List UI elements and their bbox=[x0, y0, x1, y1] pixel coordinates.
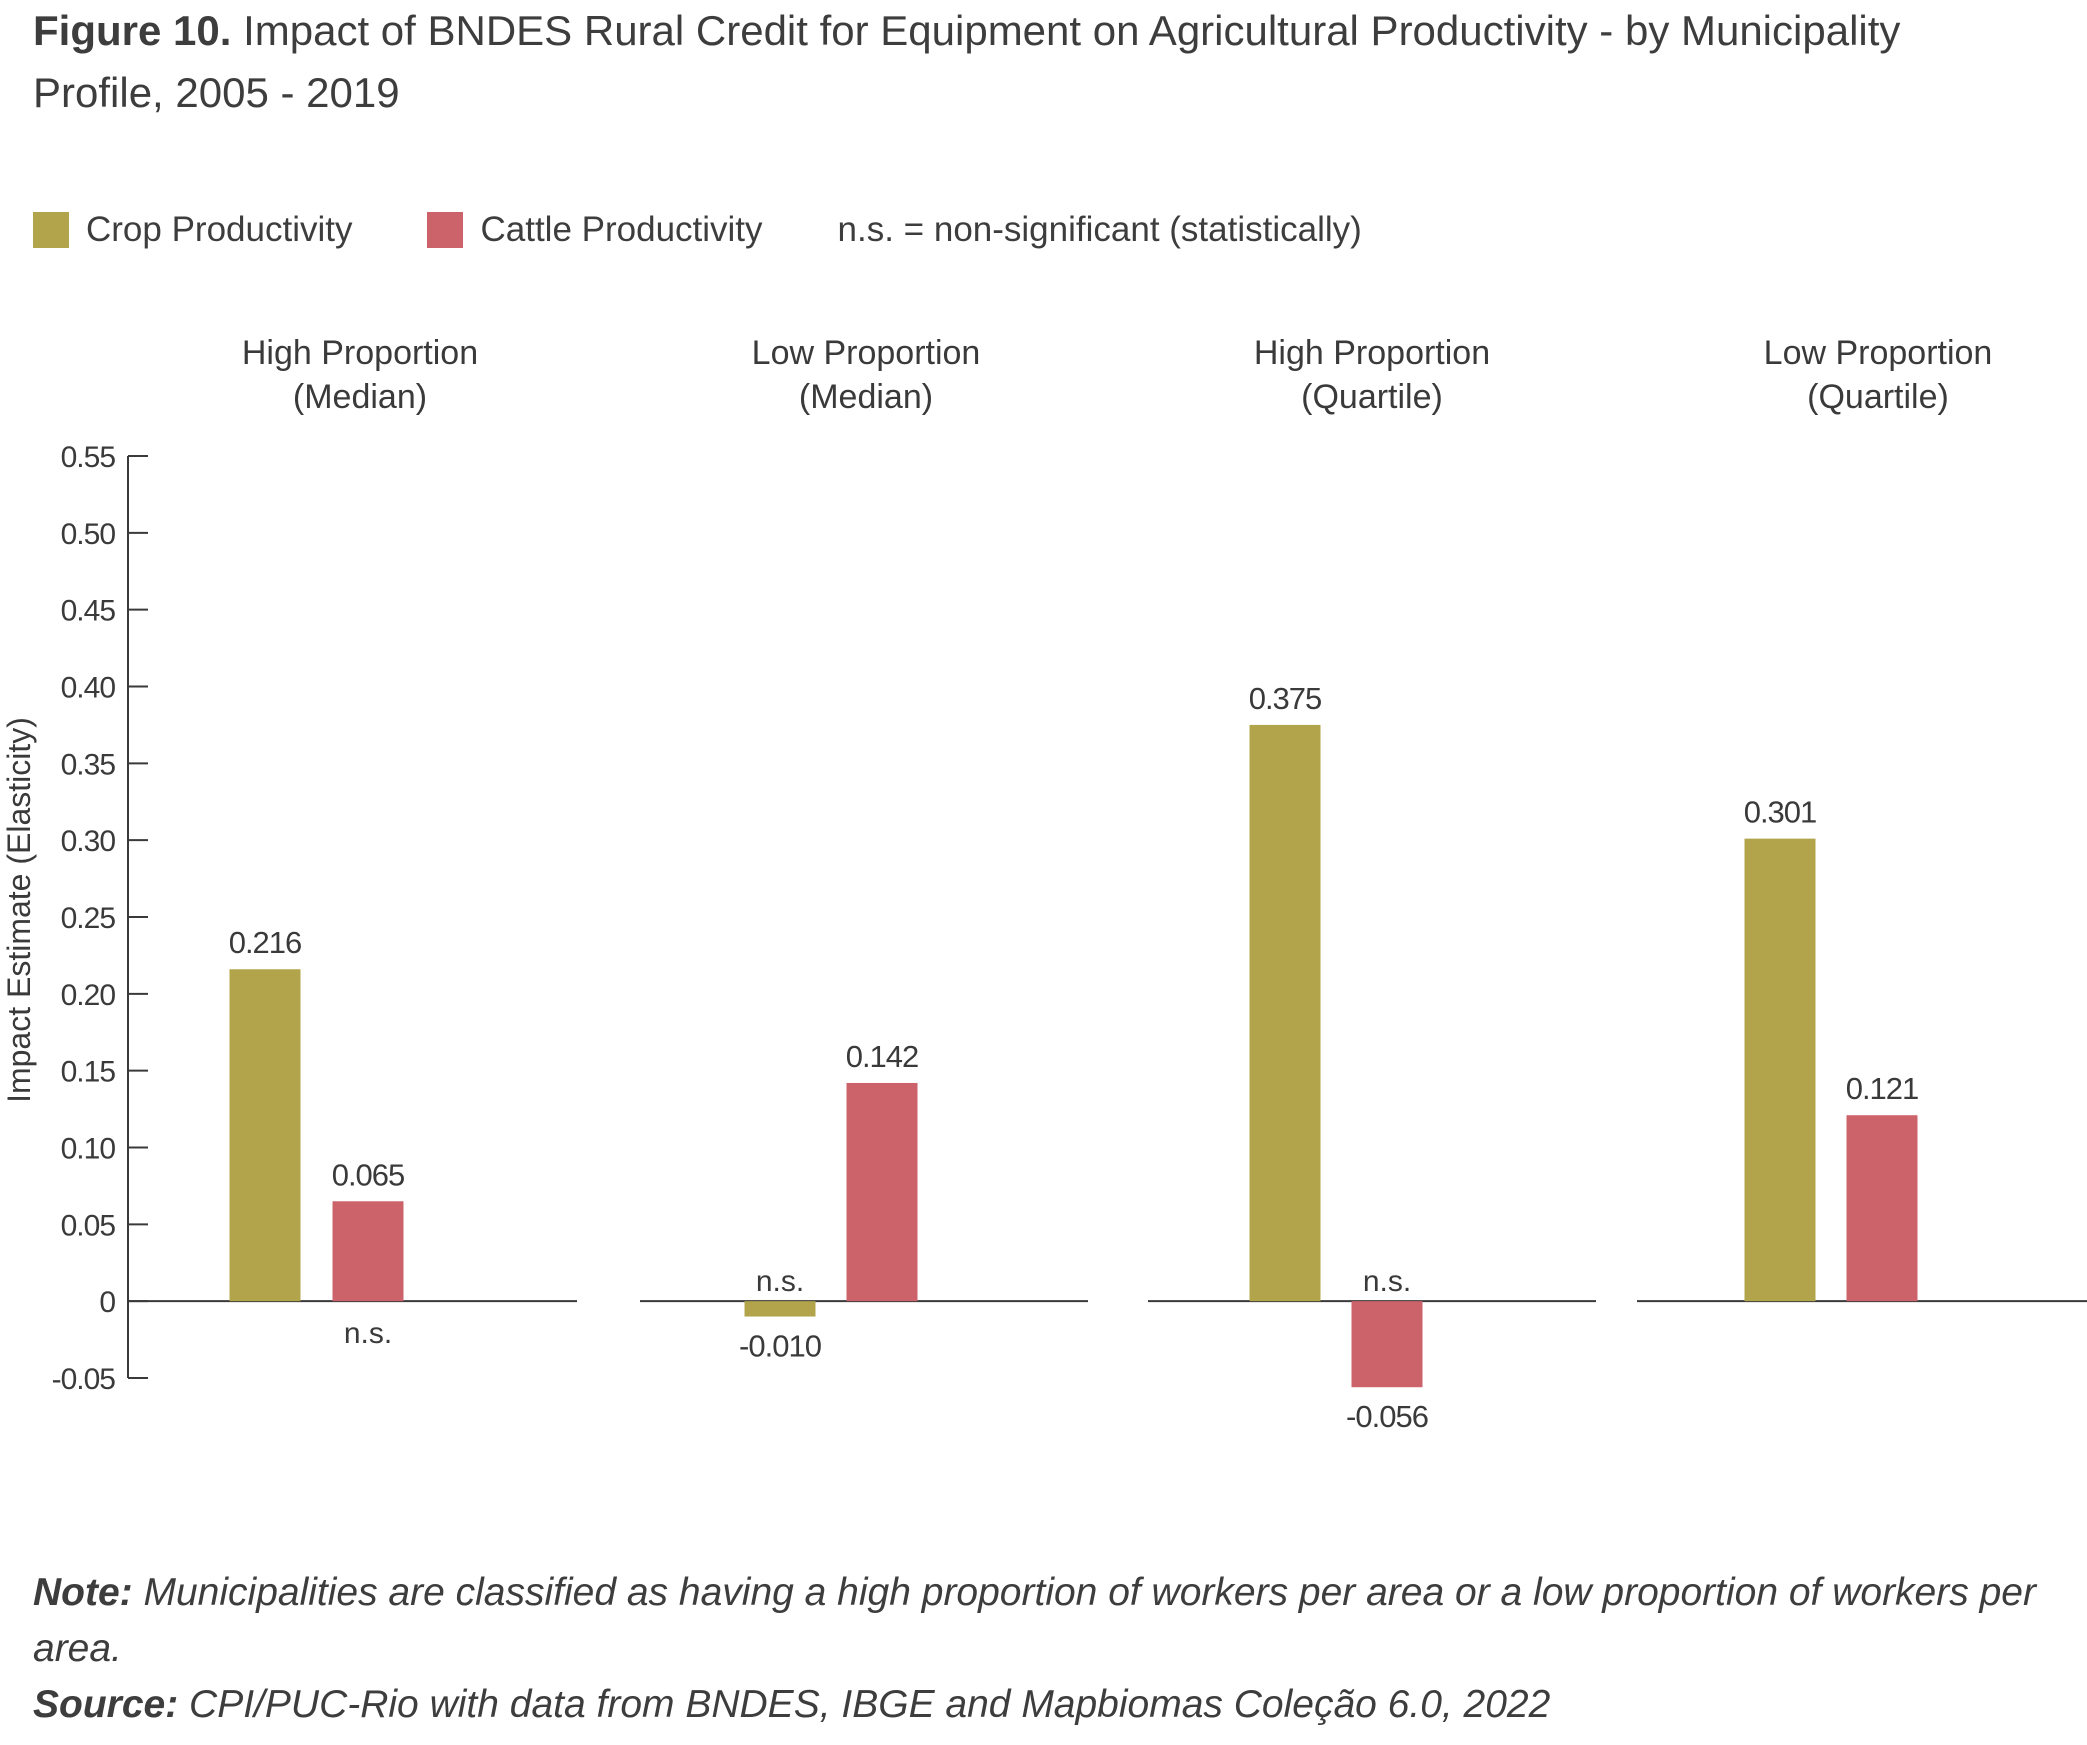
chart-area: 0.55 0.50 0.45 0.40 0.35 0.30 0.25 0.20 0.15 0.10… bbox=[1, 334, 2087, 1434]
data-label: 0.216 bbox=[229, 925, 302, 960]
source-text: CPI/PUC-Rio with data from BNDES, IBGE a… bbox=[189, 1683, 1551, 1726]
category-sublabel: (Median) bbox=[799, 378, 933, 416]
y-tick-label: 0.20 bbox=[61, 979, 116, 1012]
y-tick-label: 0.55 bbox=[61, 441, 116, 474]
data-label: 0.065 bbox=[332, 1157, 405, 1192]
category-sublabel: (Quartile) bbox=[1301, 378, 1443, 416]
legend-label-cattle: Cattle Productivity bbox=[480, 210, 763, 249]
data-label: 0.142 bbox=[846, 1039, 919, 1074]
bar-cattle bbox=[846, 1082, 918, 1302]
data-label: 0.121 bbox=[1846, 1071, 1919, 1106]
y-tick-label: 0.40 bbox=[61, 672, 116, 705]
y-tick-label: 0.15 bbox=[61, 1056, 116, 1089]
category-sublabel: (Quartile) bbox=[1807, 378, 1949, 416]
figure-title: Impact of BNDES Rural Credit for Equipme… bbox=[33, 7, 1901, 116]
category-sublabel: (Median) bbox=[293, 378, 427, 416]
category-label: High Proportion bbox=[242, 334, 478, 372]
bar-cattle bbox=[1846, 1115, 1918, 1302]
footer-source: Source: CPI/PUC-Rio with data from BNDES… bbox=[33, 1677, 2053, 1733]
bar-cattle bbox=[332, 1201, 404, 1302]
category-label: Low Proportion bbox=[1764, 334, 1993, 372]
y-tick-label: 0.25 bbox=[61, 902, 116, 935]
category-label: Low Proportion bbox=[752, 334, 981, 372]
y-axis-label: Impact Estimate (Elasticity) bbox=[1, 717, 37, 1103]
significance-label: n.s. bbox=[344, 1317, 392, 1350]
bar-crop bbox=[744, 1301, 816, 1317]
category-label: High Proportion bbox=[1254, 334, 1490, 372]
footer-note: Note: Municipalities are classified as h… bbox=[33, 1565, 2053, 1677]
figure-label: Figure 10. bbox=[33, 7, 232, 54]
chart-title: Figure 10. Impact of BNDES Rural Credit … bbox=[33, 0, 2033, 124]
legend-label-crop: Crop Productivity bbox=[86, 210, 353, 249]
footer: Note: Municipalities are classified as h… bbox=[33, 1565, 2053, 1733]
y-tick-label: 0.30 bbox=[61, 825, 116, 858]
data-label: -0.056 bbox=[1346, 1399, 1428, 1434]
note-label: Note: bbox=[33, 1571, 133, 1614]
y-tick-label: 0 bbox=[99, 1286, 115, 1319]
significance-label: n.s. bbox=[1363, 1265, 1411, 1298]
data-label: -0.010 bbox=[739, 1329, 822, 1364]
y-tick-label: 0.10 bbox=[61, 1133, 116, 1166]
y-tick-label: 0.45 bbox=[61, 595, 116, 628]
legend-swatch-cattle bbox=[427, 212, 464, 248]
bar-cattle bbox=[1351, 1301, 1423, 1388]
source-label: Source: bbox=[33, 1683, 179, 1726]
bar-crop bbox=[1249, 724, 1321, 1302]
legend-item-cattle: Cattle Productivity bbox=[427, 210, 763, 250]
note-text: Municipalities are classified as having … bbox=[33, 1571, 2036, 1670]
legend-note: n.s. = non-significant (statistically) bbox=[837, 210, 1362, 249]
bar-crop bbox=[1744, 838, 1816, 1302]
y-tick-label: 0.05 bbox=[61, 1209, 116, 1242]
legend-swatch-crop bbox=[33, 212, 69, 248]
data-label: 0.375 bbox=[1249, 681, 1322, 716]
legend: Crop Productivity Cattle Productivity n.… bbox=[33, 205, 1362, 255]
y-tick-label: 0.35 bbox=[61, 748, 116, 781]
y-tick-label: 0.50 bbox=[61, 518, 116, 551]
y-tick-label: -0.05 bbox=[52, 1363, 116, 1396]
legend-item-crop: Crop Productivity bbox=[33, 210, 352, 250]
bar-crop bbox=[229, 969, 301, 1302]
data-label: 0.301 bbox=[1744, 795, 1817, 830]
significance-label: n.s. bbox=[756, 1265, 804, 1298]
